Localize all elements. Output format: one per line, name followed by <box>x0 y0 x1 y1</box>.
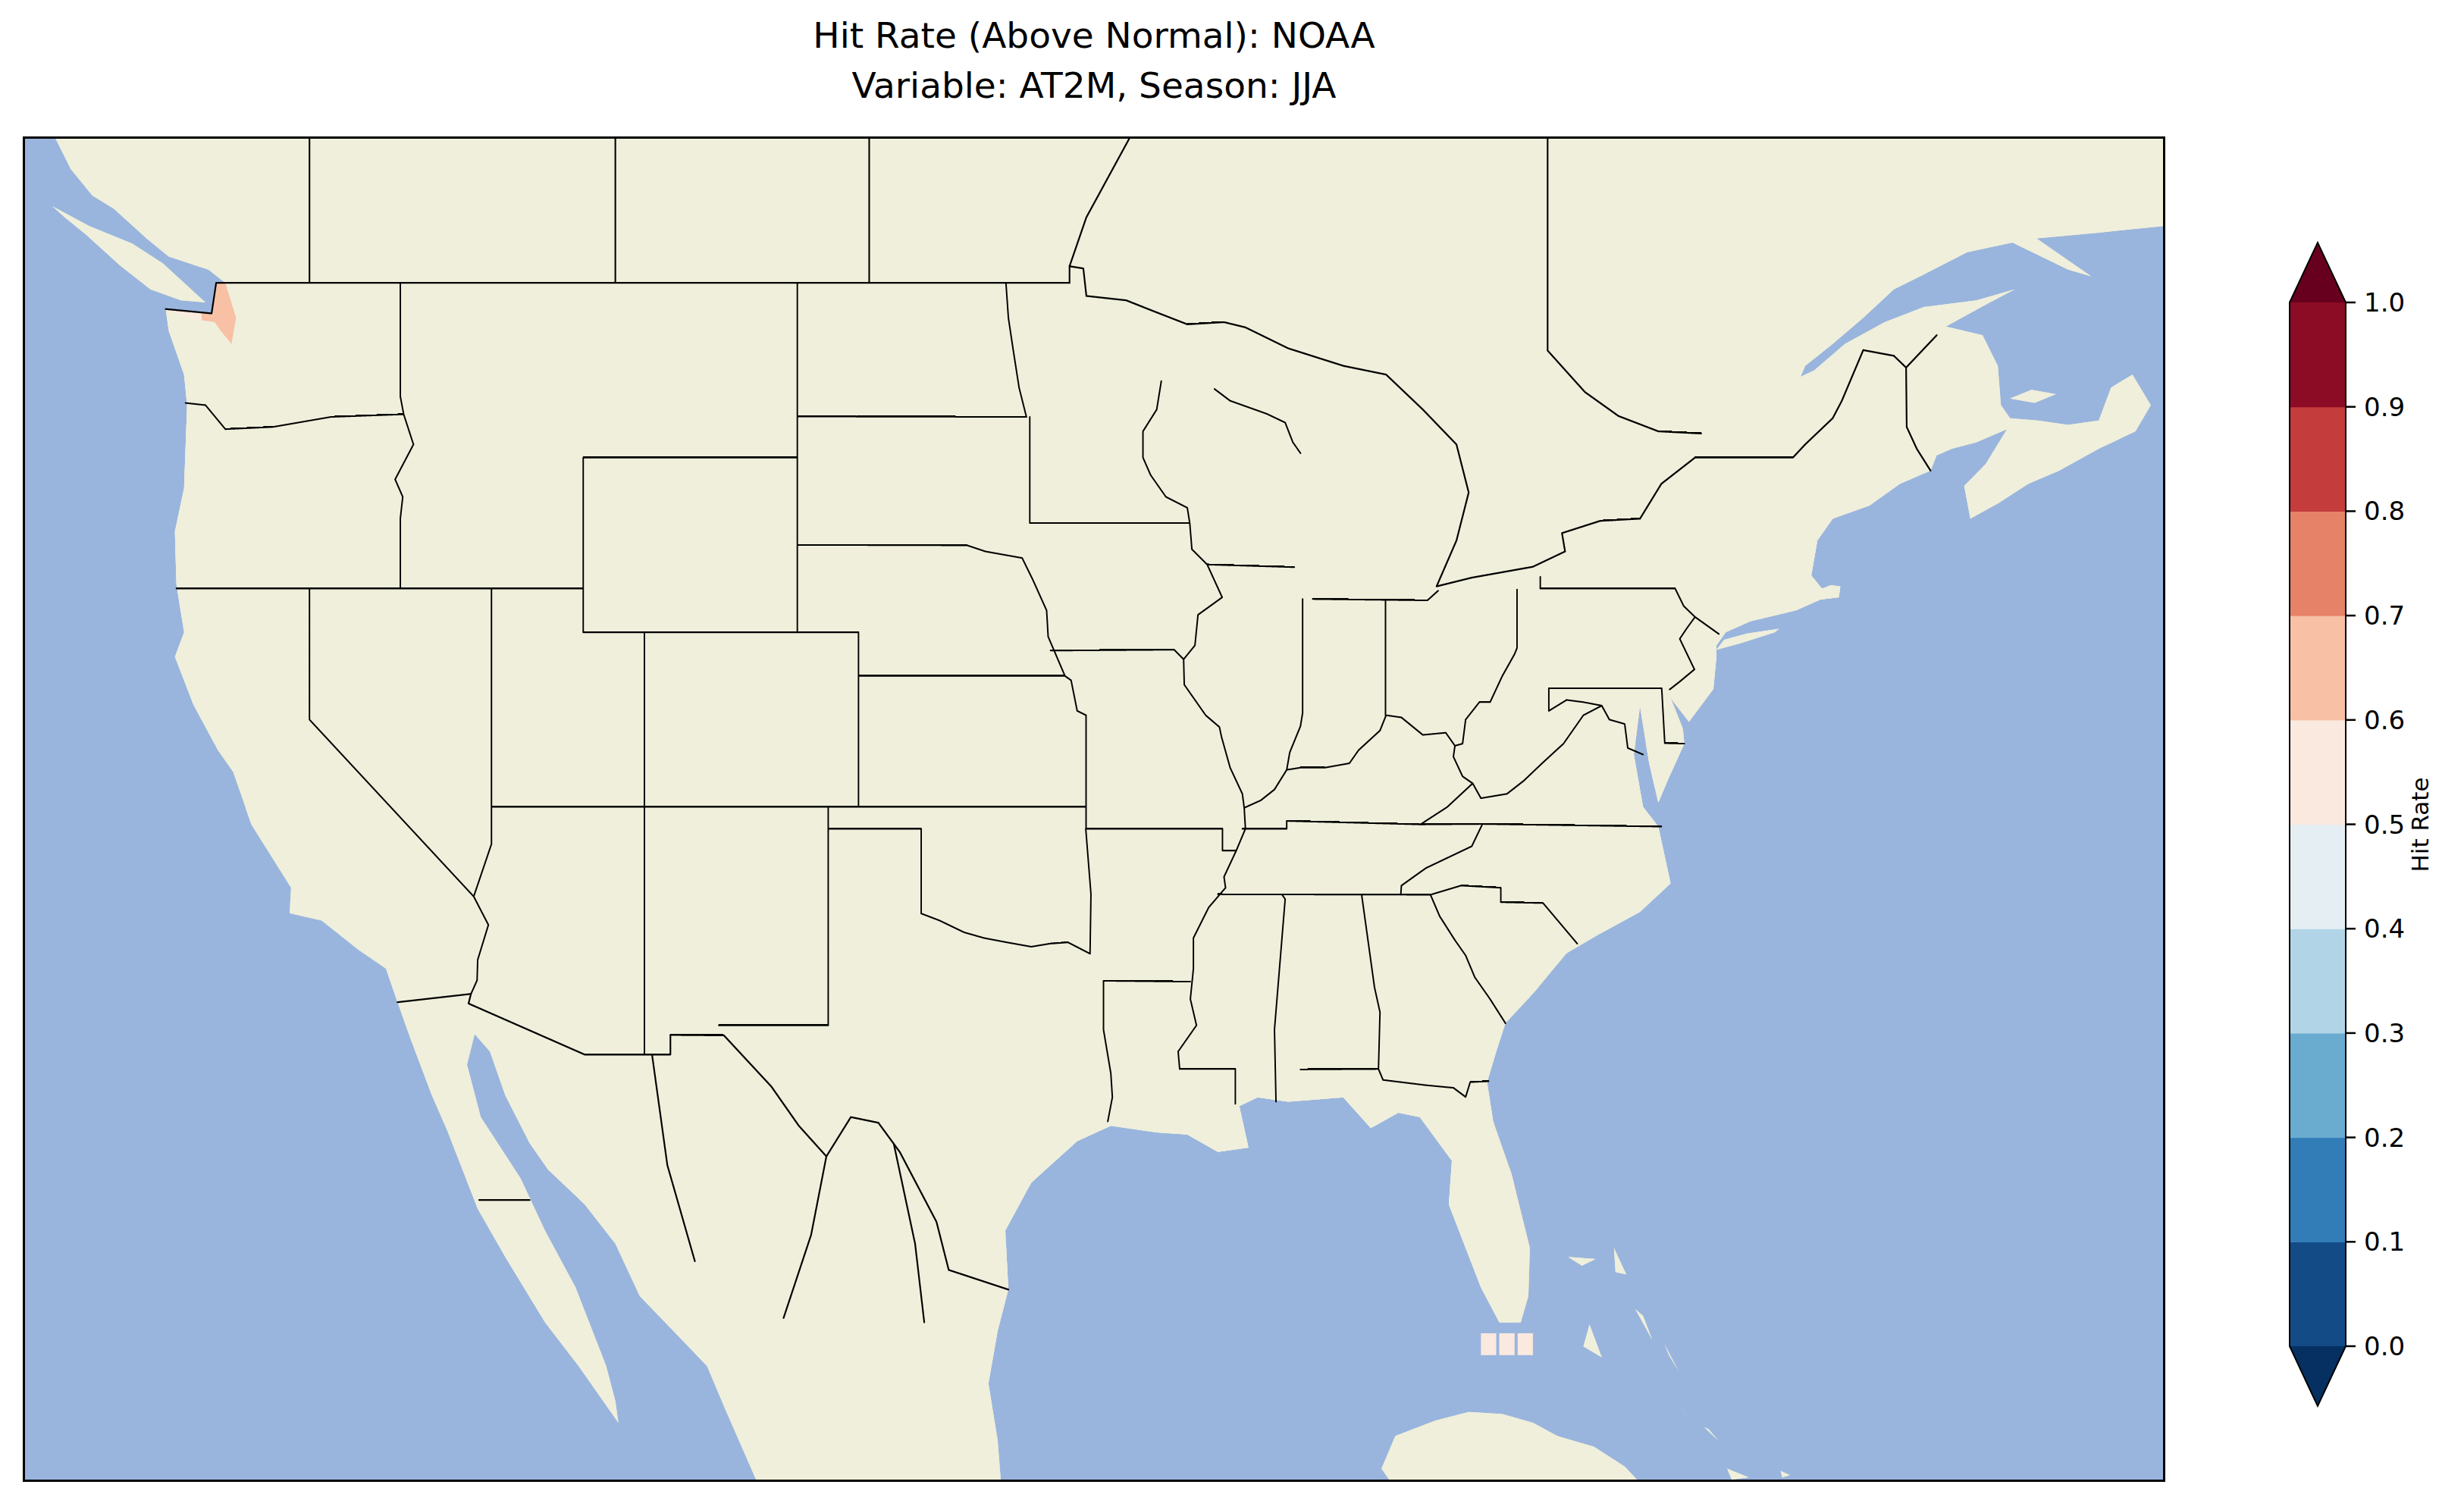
figure-title-block: Hit Rate (Above Normal): NOAA Variable: … <box>23 11 2165 111</box>
colorbar-segment <box>2290 302 2346 407</box>
colorbar-ticks: 0.0 0.1 0.2 0.3 0.4 0.5 0.6 0.7 0.8 0.9 1.0 <box>2346 287 2405 1361</box>
colorbar-segment <box>2290 1138 2346 1242</box>
colorbar-segment <box>2290 407 2346 512</box>
colorbar-tick-label: 0.7 <box>2364 600 2405 631</box>
colorbar-segment <box>2290 1033 2346 1138</box>
colorbar-segment <box>2290 825 2346 929</box>
heat-cell <box>1481 1333 1496 1355</box>
figure: Hit Rate (Above Normal): NOAA Variable: … <box>0 0 2464 1494</box>
chart-title: Hit Rate (Above Normal): NOAA <box>23 11 2165 61</box>
colorbar-tick-label: 0.2 <box>2364 1123 2405 1153</box>
colorbar-tick-label: 0.4 <box>2364 913 2405 944</box>
colorbar-segment <box>2290 720 2346 825</box>
colorbar-tick-label: 0.5 <box>2364 810 2405 840</box>
heat-cell <box>1518 1333 1533 1355</box>
florida-keys-cells <box>1481 1333 1533 1355</box>
chart-subtitle: Variable: AT2M, Season: JJA <box>23 61 2165 111</box>
colorbar-tick-label: 1.0 <box>2364 287 2405 318</box>
colorbar-tick-label: 0.1 <box>2364 1226 2405 1257</box>
colorbar-tick-label: 0.8 <box>2364 496 2405 526</box>
colorbar-segment <box>2290 929 2346 1033</box>
colorbar-segment <box>2290 615 2346 720</box>
colorbar-tick-label: 0.9 <box>2364 392 2405 422</box>
colorbar-extend-max <box>2290 243 2346 302</box>
colorbar-extend-min <box>2290 1346 2346 1406</box>
colorbar-body <box>2290 243 2346 1406</box>
colorbar-tick-label: 0.3 <box>2364 1018 2405 1048</box>
colorbar-segment <box>2290 511 2346 615</box>
colorbar: 0.0 0.1 0.2 0.3 0.4 0.5 0.6 0.7 0.8 0.9 1.0 Hit Ra… <box>2263 227 2464 1471</box>
colorbar-tick-label: 0.6 <box>2364 705 2405 735</box>
colorbar-axis-label: Hit Rate <box>2406 777 2434 872</box>
heat-cell <box>1500 1333 1515 1355</box>
colorbar-tick-label: 0.0 <box>2364 1331 2405 1361</box>
us-hit-rate-map <box>25 139 2163 1480</box>
map-axes <box>23 136 2165 1482</box>
colorbar-segment <box>2290 1242 2346 1346</box>
